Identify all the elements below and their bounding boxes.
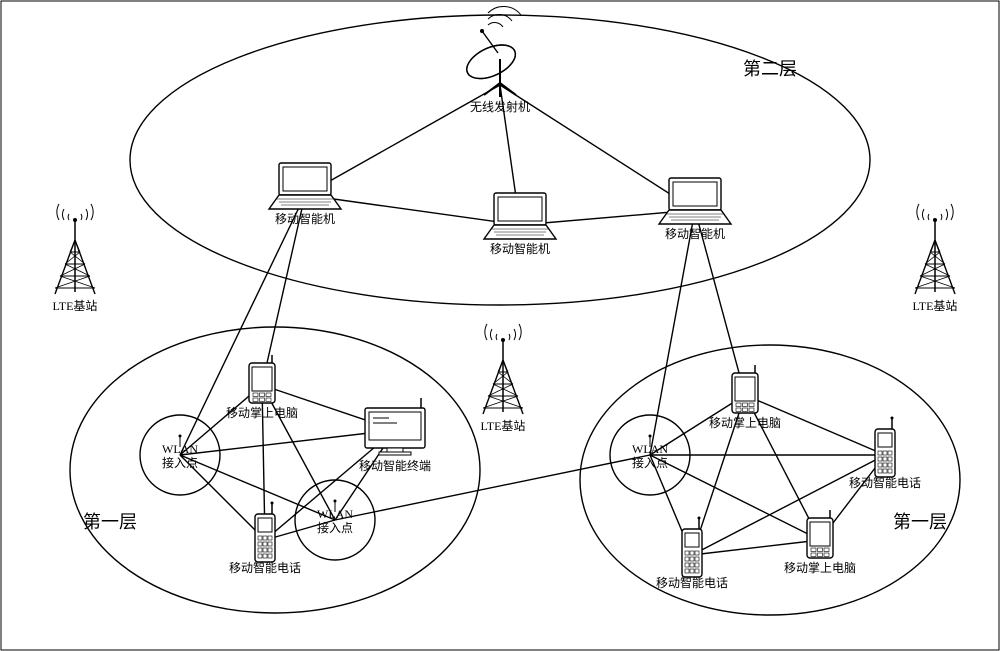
label-lte_left: LTE基站	[53, 299, 98, 313]
label-wlanL2: WLAN接入点	[317, 507, 353, 535]
node-lte_mid	[483, 324, 523, 414]
layer-label-layer1_right: 第一层	[893, 512, 947, 532]
label-wlanR1: WLAN接入点	[632, 442, 668, 470]
label-lte_right: LTE基站	[913, 299, 958, 313]
node-laptop3	[659, 178, 731, 224]
node-laptop1	[269, 163, 341, 209]
label-phoneL: 移动智能电话	[229, 560, 301, 575]
label-wlanL1: WLAN接入点	[162, 442, 198, 470]
network-diagram: 无线发射机移动智能机移动智能机移动智能机LTE基站LTE基站LTE基站WLAN接…	[0, 0, 1000, 651]
layer-label-layer1_left: 第一层	[83, 512, 137, 532]
label-pdaR1: 移动掌上电脑	[709, 416, 781, 430]
label-laptop2: 移动智能机	[490, 241, 550, 256]
label-pdaL: 移动掌上电脑	[226, 406, 298, 420]
label-satellite: 无线发射机	[470, 99, 530, 114]
label-termL: 移动智能终端	[359, 458, 431, 473]
label-laptop3: 移动智能机	[665, 226, 725, 241]
node-lte_right	[915, 204, 955, 294]
label-lte_mid: LTE基站	[481, 419, 526, 433]
node-laptop2	[484, 193, 556, 239]
layer-label-layer2: 第二层	[743, 59, 797, 79]
label-phoneR1: 移动智能电话	[849, 475, 921, 490]
label-laptop1: 移动智能机	[275, 211, 335, 226]
label-phoneR2: 移动智能电话	[656, 575, 728, 590]
node-lte_left	[55, 204, 95, 294]
label-pdaR2: 移动掌上电脑	[784, 561, 856, 575]
